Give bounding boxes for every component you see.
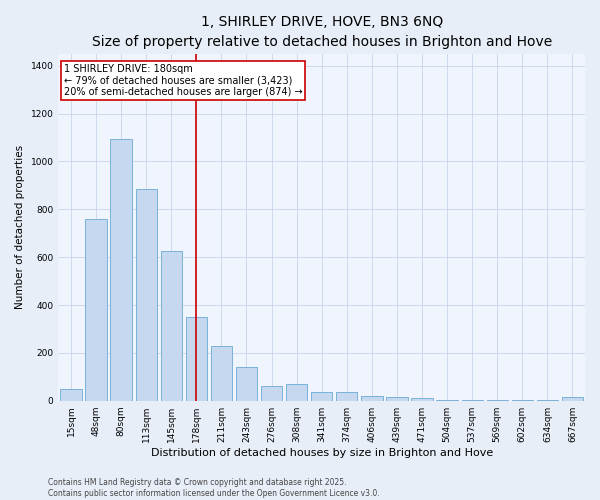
Bar — [110, 139, 132, 400]
Text: 1 SHIRLEY DRIVE: 180sqm
← 79% of detached houses are smaller (3,423)
20% of semi: 1 SHIRLEY DRIVE: 180sqm ← 79% of detache… — [64, 64, 302, 98]
Bar — [185, 317, 207, 400]
Bar — [161, 251, 182, 400]
Bar — [261, 386, 282, 400]
Text: Contains HM Land Registry data © Crown copyright and database right 2025.
Contai: Contains HM Land Registry data © Crown c… — [48, 478, 380, 498]
Bar — [85, 219, 107, 400]
Bar — [562, 397, 583, 400]
Bar — [412, 398, 433, 400]
X-axis label: Distribution of detached houses by size in Brighton and Hove: Distribution of detached houses by size … — [151, 448, 493, 458]
Bar — [386, 397, 407, 400]
Bar — [236, 367, 257, 400]
Title: 1, SHIRLEY DRIVE, HOVE, BN3 6NQ
Size of property relative to detached houses in : 1, SHIRLEY DRIVE, HOVE, BN3 6NQ Size of … — [92, 15, 552, 48]
Bar — [361, 396, 383, 400]
Y-axis label: Number of detached properties: Number of detached properties — [15, 145, 25, 310]
Bar — [136, 189, 157, 400]
Bar — [286, 384, 307, 400]
Bar — [336, 392, 358, 400]
Bar — [311, 392, 332, 400]
Bar — [211, 346, 232, 401]
Bar — [60, 388, 82, 400]
